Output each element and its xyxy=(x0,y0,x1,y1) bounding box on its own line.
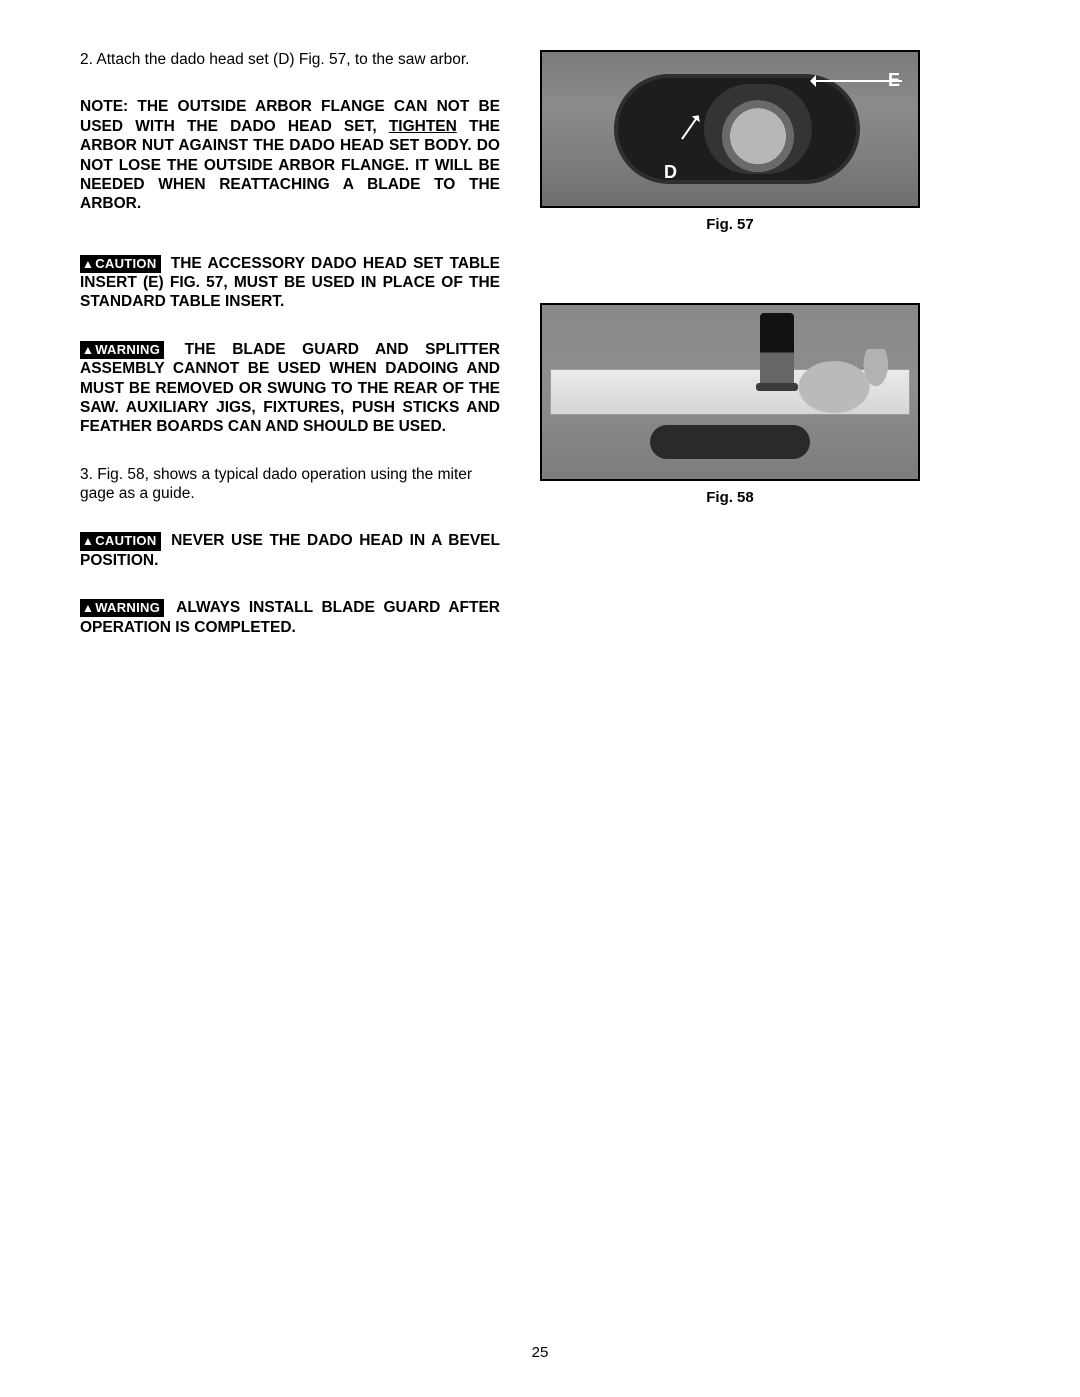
text-column: 2. Attach the dado head set (D) Fig. 57,… xyxy=(80,50,500,665)
note-tighten: TIGHTEN xyxy=(389,118,457,135)
arbor-note: NOTE: THE OUTSIDE ARBOR FLANGE CAN NOT B… xyxy=(80,97,500,213)
figure-57-block: E D Fig. 57 xyxy=(540,50,1000,233)
warning-badge-icon: ▲WARNING xyxy=(80,599,164,617)
caution-insert: ▲CAUTION THE ACCESSORY DADO HEAD SET TAB… xyxy=(80,254,500,312)
figure-column: E D Fig. 57 Fig. 58 xyxy=(540,50,1000,665)
warning-badge-label: WARNING xyxy=(95,342,160,357)
warning-badge-icon: ▲WARNING xyxy=(80,341,164,359)
hand-icon xyxy=(790,349,900,425)
caution-badge-label: CAUTION xyxy=(95,256,156,271)
table-slot-icon xyxy=(650,425,810,459)
warning-triangle-icon: ▲ xyxy=(82,601,94,616)
warning-reinstall: ▲WARNING ALWAYS INSTALL BLADE GUARD AFTE… xyxy=(80,598,500,637)
warning-triangle-icon: ▲ xyxy=(82,257,94,272)
manual-page: 2. Attach the dado head set (D) Fig. 57,… xyxy=(0,0,1080,1397)
step-2: 2. Attach the dado head set (D) Fig. 57,… xyxy=(80,50,500,69)
figure-58-caption: Fig. 58 xyxy=(540,489,920,506)
figure-57-caption: Fig. 57 xyxy=(540,216,920,233)
warning-triangle-icon: ▲ xyxy=(82,343,94,358)
step-3: 3. Fig. 58, shows a typical dado operati… xyxy=(80,465,500,504)
miter-gauge-icon xyxy=(760,313,794,385)
callout-label-e: E xyxy=(888,70,900,91)
caution-badge-icon: ▲CAUTION xyxy=(80,255,161,273)
figure-58-block: Fig. 58 xyxy=(540,303,1000,506)
caution-bevel: ▲CAUTION NEVER USE THE DADO HEAD IN A BE… xyxy=(80,531,500,570)
caution-badge-label: CAUTION xyxy=(95,533,156,548)
warning-guard: ▲WARNING THE BLADE GUARD AND SPLITTER AS… xyxy=(80,340,500,437)
table-insert-icon xyxy=(614,74,860,184)
two-column-layout: 2. Attach the dado head set (D) Fig. 57,… xyxy=(80,50,1000,665)
warning-badge-label: WARNING xyxy=(95,600,160,615)
callout-label-d: D xyxy=(664,162,677,183)
figure-58-image xyxy=(540,303,920,481)
caution-badge-icon: ▲CAUTION xyxy=(80,532,161,550)
page-number: 25 xyxy=(0,1344,1080,1361)
dado-head-icon xyxy=(704,84,812,174)
warning-triangle-icon: ▲ xyxy=(82,534,94,549)
figure-57-image: E D xyxy=(540,50,920,208)
